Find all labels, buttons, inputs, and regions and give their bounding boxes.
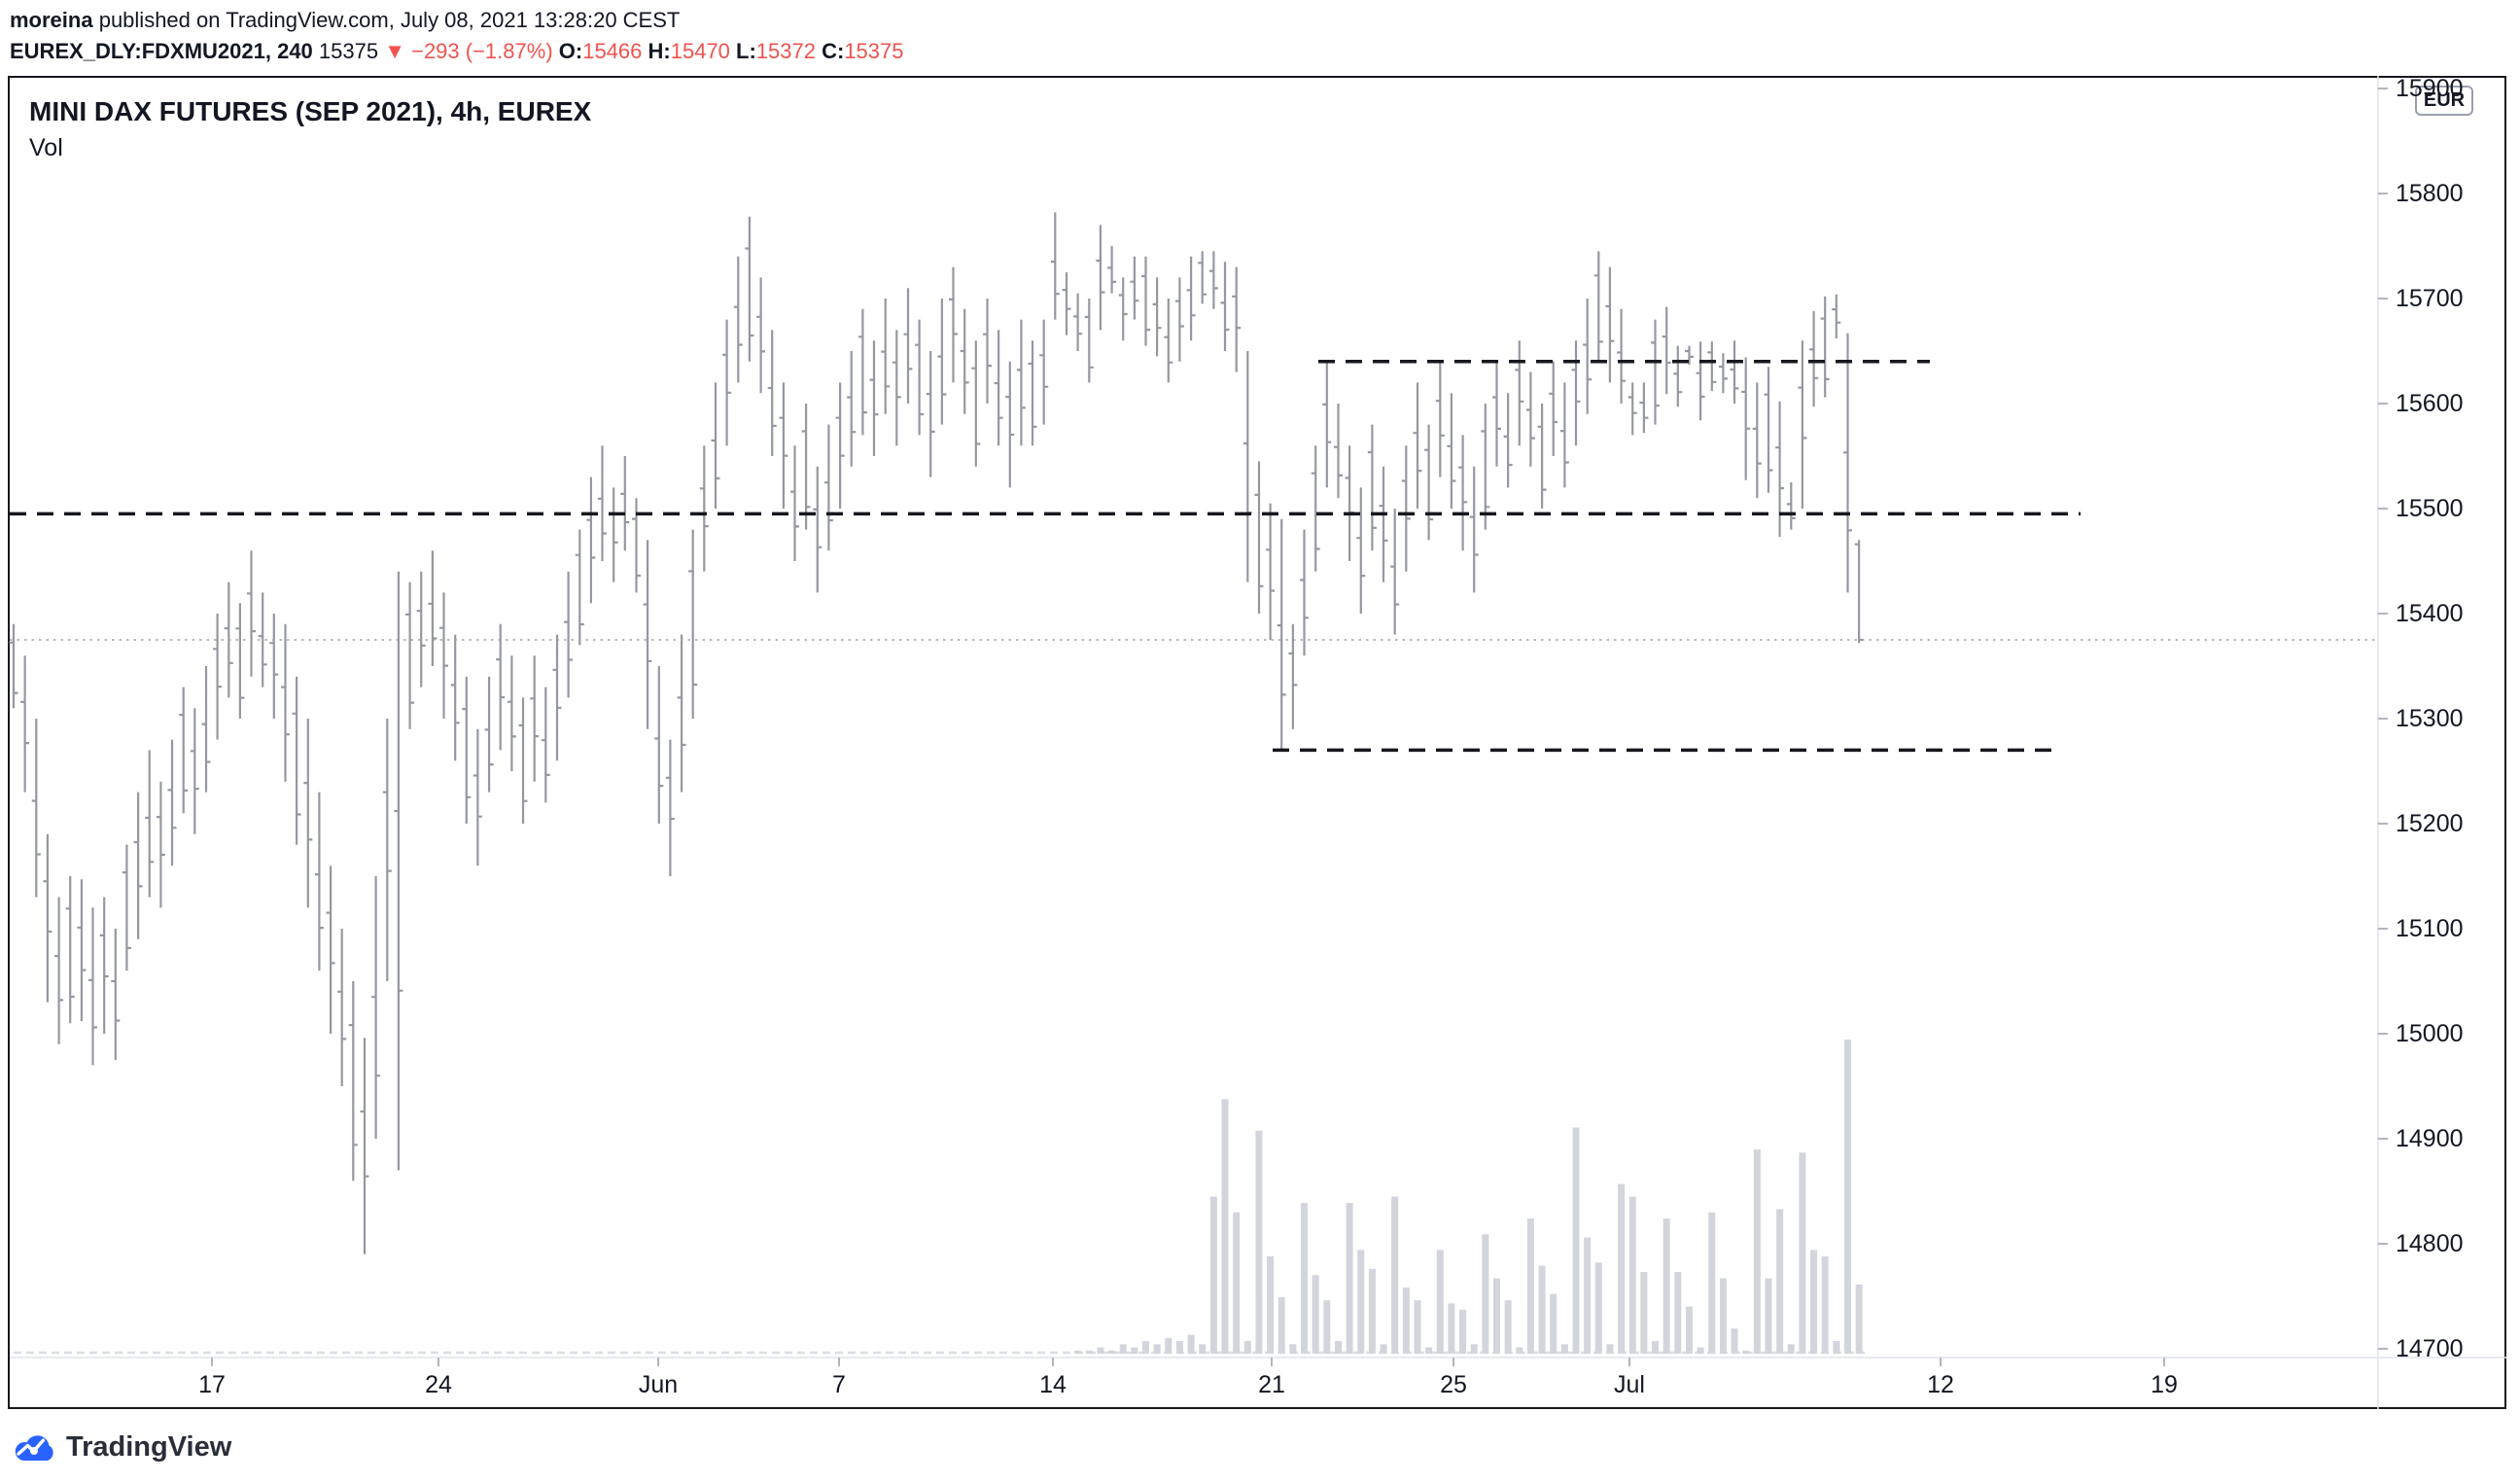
price-axis-label: 15300 [2396, 705, 2464, 732]
volume-series [1074, 1040, 1863, 1354]
volume-indicator-label: Vol [29, 134, 63, 161]
currency-badge: EUR [2415, 86, 2473, 116]
price-axis-label: 15900 [2396, 75, 2464, 102]
price-axis-label: 14700 [2396, 1335, 2464, 1362]
published-line: moreina published on TradingView.com, Ju… [10, 8, 680, 33]
price-axis-label: 15600 [2396, 390, 2464, 417]
chart-title: MINI DAX FUTURES (SEP 2021), 4h, EUREX [29, 96, 592, 126]
price-axis-label: 15200 [2396, 810, 2464, 837]
time-axis-label: 21 [1258, 1371, 1285, 1398]
time-axis-label: Jun [638, 1371, 679, 1398]
tradingview-cloud-icon [15, 1435, 53, 1461]
author-name: moreina [10, 8, 93, 32]
open-label: O: [558, 39, 583, 63]
open-value: 15466 [582, 39, 648, 63]
price-axis-label: 15500 [2396, 495, 2464, 522]
time-axis-label: 25 [1440, 1371, 1467, 1398]
price-axis-label: 15000 [2396, 1020, 2464, 1047]
ohlc-bar-series [9, 212, 1864, 1254]
price-axis-label: 14800 [2396, 1230, 2464, 1257]
tradingview-logo[interactable]: TradingView [12, 1428, 231, 1466]
price-axis-label: 15400 [2396, 600, 2464, 627]
time-axis-label: 24 [425, 1371, 452, 1398]
close-value: 15375 [844, 39, 904, 63]
time-axis-label: Jul [1614, 1371, 1645, 1398]
chart-legend: MINI DAX FUTURES (SEP 2021), 4h, EUREX V… [29, 95, 591, 163]
time-axis-label: 14 [1039, 1371, 1067, 1398]
close-label: C: [822, 39, 845, 63]
change-value: −293 (−1.87%) [404, 39, 559, 63]
low-label: L: [736, 39, 756, 63]
symbol-status-line: EUREX_DLY:FDXMU2021, 240 15375 ▼ −293 (−… [10, 39, 904, 64]
time-axis-label: 19 [2151, 1371, 2178, 1398]
last-price: 15375 [312, 39, 385, 63]
time-axis-label: 12 [1927, 1371, 1954, 1398]
price-axis-label: 15100 [2396, 915, 2464, 942]
time-axis-label: 17 [198, 1371, 226, 1398]
price-axis-label: 14900 [2396, 1125, 2464, 1152]
time-axis-label: 7 [832, 1371, 846, 1398]
low-value: 15372 [755, 39, 822, 63]
high-value: 15470 [670, 39, 737, 63]
price-axis-label: 15800 [2396, 180, 2464, 207]
published-text: published on TradingView.com, July 08, 2… [92, 8, 681, 32]
high-label: H: [648, 39, 671, 63]
symbol-text: EUREX_DLY:FDXMU2021, 240 [10, 39, 313, 63]
tradingview-brand-text: TradingView [66, 1430, 232, 1463]
price-axis-label: 15700 [2396, 285, 2464, 312]
down-arrow-icon: ▼ [384, 39, 405, 63]
